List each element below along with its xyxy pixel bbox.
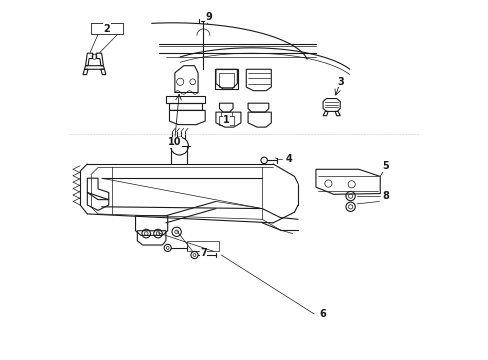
Text: 5: 5	[382, 161, 388, 171]
Text: 2: 2	[103, 23, 110, 33]
Bar	[187, 242, 219, 251]
Bar	[215, 69, 238, 89]
Bar	[219, 116, 233, 125]
Text: 10: 10	[168, 138, 181, 148]
Text: 8: 8	[382, 191, 388, 201]
Bar	[91, 23, 123, 34]
Text: 4: 4	[285, 154, 292, 164]
Text: 9: 9	[205, 13, 212, 22]
Text: 7: 7	[200, 248, 206, 258]
Text: 1: 1	[223, 115, 229, 125]
Bar	[218, 73, 234, 87]
Text: 3: 3	[337, 77, 344, 87]
Text: 6: 6	[319, 309, 326, 319]
